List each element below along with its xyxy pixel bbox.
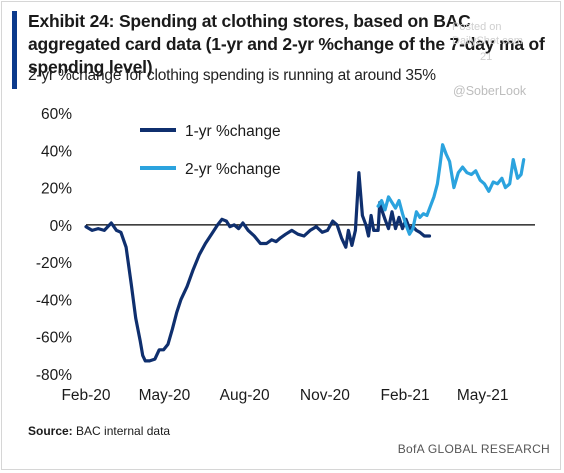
watermark-date: 21 [480, 51, 493, 63]
x-tick-label: Aug-20 [220, 387, 270, 404]
legend-label-1: 1-yr %change [185, 123, 281, 140]
accent-bar [12, 11, 17, 89]
chart-subtitle: 2-yr %change for clothing spending is ru… [28, 67, 436, 84]
legend-label-2: 2-yr %change [185, 161, 281, 178]
y-tick-label: 0% [50, 218, 73, 235]
watermark-posted: Posted on [452, 21, 502, 33]
y-tick-label: 40% [41, 143, 72, 160]
series-line-1 [84, 171, 432, 363]
source-text: BAC internal data [76, 424, 171, 438]
x-tick-label: Feb-21 [381, 387, 430, 404]
y-tick-label: -60% [36, 330, 72, 347]
x-tick-label: Feb-20 [61, 387, 110, 404]
watermark-site: DailyShot.com [452, 35, 523, 47]
y-tick-label: -80% [36, 367, 72, 384]
y-tick-label: -20% [36, 255, 72, 272]
x-tick-label: May-21 [457, 387, 509, 404]
x-tick-label: May-20 [139, 387, 191, 404]
series-line-2 [376, 143, 526, 236]
chart-title: Exhibit 24: Spending at clothing stores,… [28, 11, 545, 77]
y-tick-label: 60% [41, 106, 72, 123]
y-tick-label: -40% [36, 292, 72, 309]
brand-credit: BofA GLOBAL RESEARCH [397, 442, 550, 456]
source-label: Source: [28, 424, 73, 438]
watermark-handle: @SoberLook [453, 84, 527, 98]
x-tick-label: Nov-20 [300, 387, 350, 404]
source-note: Source: BAC internal data [28, 424, 170, 438]
y-tick-label: 20% [41, 181, 72, 198]
